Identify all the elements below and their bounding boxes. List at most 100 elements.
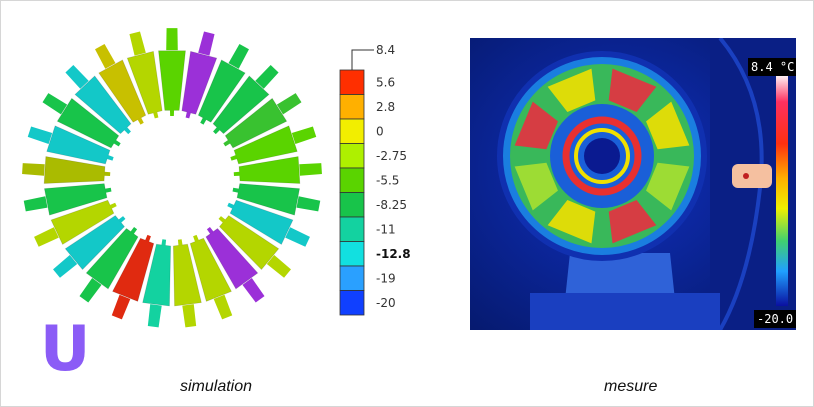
stator-tooth — [111, 294, 131, 320]
rotor-sector — [646, 162, 690, 211]
stator-segment — [189, 237, 232, 302]
stator-tooth — [255, 65, 279, 89]
stator-notch — [193, 234, 199, 242]
stator-segment — [233, 125, 298, 165]
stator-notch — [227, 202, 235, 209]
stator-segment — [236, 183, 301, 216]
scale-tick-label: -12.88 — [376, 247, 410, 261]
hot-object-dot — [743, 173, 749, 179]
stator-segment — [112, 237, 155, 302]
stator-tooth — [42, 93, 68, 115]
rotor-sectors — [514, 68, 690, 244]
stator-segment — [142, 243, 172, 307]
scale-tick-label: 8.4 — [376, 43, 395, 57]
rotor-sector — [608, 200, 657, 244]
stator-tooth — [34, 227, 59, 247]
scale-swatch — [339, 216, 365, 242]
stator-notch — [161, 239, 167, 246]
scale-swatch — [339, 241, 365, 267]
scale-tick-label: -8.25 — [376, 198, 407, 212]
stator-simulation-diagram — [22, 28, 322, 328]
stator-notch — [232, 187, 240, 193]
scale-swatch — [339, 69, 365, 95]
thermal-max-box — [748, 58, 796, 76]
thermal-min-label: -20.0 — [757, 312, 793, 326]
stator-notch — [118, 216, 126, 223]
logo-letter: U — [40, 312, 91, 385]
scale-tick-label: -2.75 — [376, 149, 407, 163]
stator-segment — [98, 59, 147, 123]
color-scale-legend: 8.4 5.6 2.8 0 -2.75 -5.5 -8.25 -11 -12.88 -19 -20 — [339, 43, 410, 316]
stator-segment — [238, 156, 301, 184]
stator-notch — [113, 139, 121, 147]
scale-tick-label: -20 — [376, 296, 396, 310]
stator-segment — [46, 125, 111, 165]
hot-object — [732, 164, 772, 188]
stator-notch — [206, 227, 214, 235]
stator-tooth — [276, 93, 302, 115]
scale-swatch — [339, 167, 365, 193]
pedestal — [565, 253, 675, 300]
stator-segment — [64, 215, 126, 271]
stator-segment — [224, 97, 288, 149]
stator-tooth — [27, 126, 53, 144]
rotor-sector — [646, 101, 690, 150]
caption-simulation: simulation — [180, 378, 253, 395]
scale-swatch — [339, 118, 365, 144]
stator-tooth — [65, 65, 89, 89]
stator-notch — [177, 239, 183, 246]
stator-segment — [56, 97, 120, 149]
stator-segment — [126, 50, 163, 115]
stator-tooth — [299, 163, 322, 176]
stator-tooth — [22, 163, 45, 176]
stator-segment — [205, 227, 259, 290]
stator-notch — [153, 111, 159, 119]
thermal-min-box — [754, 310, 796, 328]
thermal-color-bar — [776, 74, 788, 306]
stator-notch — [218, 216, 226, 223]
hub-hot-ring — [562, 116, 642, 196]
stator-notch — [223, 139, 231, 147]
stator-segment — [85, 227, 139, 290]
stator-notch — [123, 127, 131, 135]
scale-tick-label: 5.6 — [376, 75, 395, 89]
stator-notch — [230, 155, 238, 161]
scale-swatch — [339, 143, 365, 169]
stator-notch — [104, 171, 111, 176]
stator-tooth — [228, 44, 249, 69]
stator-notch — [106, 155, 114, 161]
stator-notch — [109, 202, 117, 209]
rotor-sector — [547, 68, 596, 112]
scale-swatch — [339, 192, 365, 218]
base — [530, 293, 720, 330]
stator-tooth — [285, 227, 310, 247]
stator-tooth — [242, 278, 265, 303]
stator-segment — [212, 75, 270, 135]
scale-swatch — [339, 265, 365, 291]
stator-notch — [104, 187, 112, 193]
stator-segment — [43, 183, 108, 216]
stator-segment — [197, 59, 246, 123]
stator-tooth — [213, 294, 233, 320]
scale-top-leader — [351, 49, 374, 70]
stator-tooth — [23, 196, 48, 212]
stator-tooth — [95, 44, 116, 69]
stator-segment — [229, 199, 294, 245]
stator-segment — [50, 199, 115, 245]
stator-tooth — [198, 31, 215, 56]
caption-mesure: mesure — [604, 378, 658, 395]
hub-yellow-ring — [574, 128, 630, 184]
stator-segment — [181, 50, 218, 115]
stator-tooth — [266, 255, 291, 278]
scale-tick-label: -5.5 — [376, 173, 399, 187]
stator-notch — [185, 111, 191, 119]
stator-notch — [233, 171, 240, 176]
stator-notch — [145, 234, 151, 242]
rotor-sector — [608, 68, 657, 112]
stator-notch — [130, 227, 138, 235]
stator-tooth — [53, 255, 78, 278]
scale-tick-label: -19 — [376, 271, 396, 285]
scale-tick-label: -11 — [376, 222, 396, 236]
scale-tick-label: 0 — [376, 124, 384, 138]
stator-notch — [137, 117, 144, 125]
